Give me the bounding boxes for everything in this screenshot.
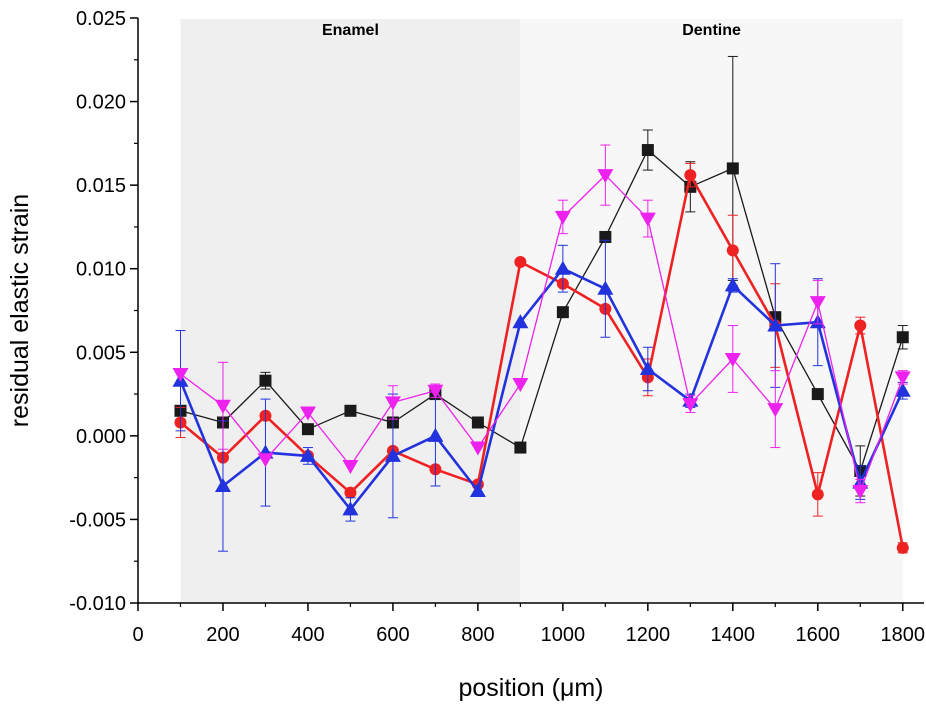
data-point: [641, 144, 654, 157]
data-point: [172, 368, 189, 383]
series-layer: [172, 55, 911, 554]
series-line: [179, 267, 904, 511]
y-axis-title: residual elastic strain: [6, 194, 34, 427]
y-tick-label: 0.025: [76, 8, 126, 30]
data-point: [684, 169, 697, 182]
x-tick-label: 1200: [626, 624, 671, 646]
data-point: [639, 361, 656, 375]
x-tick-label: 1600: [796, 624, 841, 646]
series-line: [179, 173, 905, 549]
y-tick-label: -0.005: [69, 509, 126, 531]
data-point: [896, 541, 909, 554]
ticks: -0.010 -0.005 0.000 0.005 0.010 0.015 0.020 0.0…: [69, 8, 925, 646]
data-point: [344, 486, 357, 499]
data-point: [214, 478, 231, 492]
data-point: [809, 296, 826, 311]
data-point: [896, 331, 909, 344]
data-point: [554, 260, 571, 275]
x-tick-label: 800: [461, 624, 494, 646]
region-labels: Enamel Dentine: [322, 22, 741, 39]
region-band: [520, 19, 903, 603]
data-point: [724, 277, 741, 292]
x-axis-title: position (μm): [459, 674, 604, 702]
data-point: [554, 210, 571, 225]
data-point: [384, 396, 401, 411]
x-tick-label: 600: [376, 624, 409, 646]
y-tick-label: 0.010: [76, 259, 126, 281]
data-point: [811, 488, 824, 501]
x-tick-label: 400: [291, 624, 324, 646]
data-point: [427, 427, 444, 442]
data-point: [512, 378, 529, 393]
data-point: [767, 403, 784, 418]
x-tick-label: 1000: [541, 624, 586, 646]
data-point: [726, 162, 739, 175]
data-point: [854, 319, 867, 332]
x-tick-label: 0: [132, 624, 143, 646]
y-tick-label: -0.010: [69, 593, 126, 615]
data-point: [767, 317, 784, 332]
data-point: [299, 447, 316, 462]
data-point: [597, 280, 614, 295]
data-point: [724, 352, 741, 367]
data-point: [894, 382, 911, 397]
data-point: [427, 384, 444, 399]
x-tick-label: 1800: [881, 624, 926, 646]
data-point: [514, 441, 527, 454]
data-point: [342, 501, 359, 516]
y-tick-label: 0.015: [76, 175, 126, 197]
series-3: [172, 144, 911, 504]
data-point: [259, 374, 272, 387]
x-tick-label: 1400: [711, 624, 756, 646]
data-point: [639, 212, 656, 227]
data-point: [512, 314, 529, 329]
data-point: [852, 485, 869, 500]
data-point: [471, 416, 484, 429]
data-point: [469, 483, 486, 498]
data-point: [726, 244, 739, 257]
series-line: [180, 174, 904, 492]
y-tick-label: 0.020: [76, 92, 126, 114]
data-point: [597, 169, 614, 184]
data-point: [682, 398, 699, 413]
x-tick-label: 200: [206, 624, 239, 646]
data-point: [469, 441, 486, 456]
region-label: Dentine: [682, 22, 741, 39]
data-point: [299, 406, 316, 421]
data-point: [514, 256, 527, 269]
data-point: [301, 423, 314, 436]
data-point: [214, 399, 231, 414]
data-point: [556, 306, 569, 319]
data-point: [342, 459, 359, 474]
data-point: [811, 388, 824, 401]
data-point: [257, 453, 274, 468]
data-point: [384, 447, 401, 462]
region-label: Enamel: [322, 22, 379, 39]
data-point: [344, 404, 357, 417]
y-tick-label: 0.005: [76, 342, 126, 364]
y-tick-label: 0.000: [76, 426, 126, 448]
region-shading: [180, 19, 903, 603]
data-point: [894, 371, 911, 386]
